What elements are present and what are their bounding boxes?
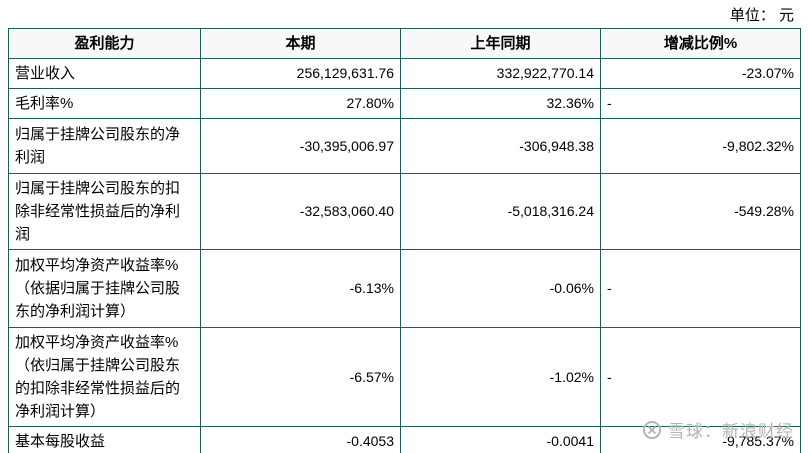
row-current-value: 256,129,631.76: [200, 58, 401, 89]
row-change-value: -9,785.37%: [600, 426, 801, 453]
unit-label: 单位： 元: [729, 7, 794, 24]
table-row-operating-revenue: 营业收入 256,129,631.76 332,922,770.14 -23.0…: [8, 58, 801, 89]
row-change-value: -: [600, 249, 801, 328]
row-change-value: -9,802.32%: [600, 118, 801, 174]
table-header-row: 盈利能力 本期 上年同期 增减比例%: [8, 28, 801, 59]
table-row-weighted-roe: 加权平均净资产收益率%（依据归属于挂牌公司股东的净利润计算） -6.13% -0…: [8, 249, 801, 328]
row-label: 基本每股收益: [8, 426, 201, 453]
row-change-value: -549.28%: [600, 173, 801, 250]
header-change-ratio: 增减比例%: [600, 28, 801, 59]
row-label: 毛利率%: [8, 88, 201, 119]
row-prior-value: -0.0041: [400, 426, 601, 453]
table-row-weighted-roe-excl-nonrecurring: 加权平均净资产收益率%（依归属于挂牌公司股东的扣除非经常性损益后的净利润计算） …: [8, 327, 801, 427]
row-prior-value: -0.06%: [400, 249, 601, 328]
table-row-net-profit-excl-nonrecurring: 归属于挂牌公司股东的扣除非经常性损益后的净利润 -32,583,060.40 -…: [8, 173, 801, 250]
table-row-net-profit: 归属于挂牌公司股东的净利润 -30,395,006.97 -306,948.38…: [8, 118, 801, 174]
header-prior-period: 上年同期: [400, 28, 601, 59]
row-label: 归属于挂牌公司股东的扣除非经常性损益后的净利润: [8, 173, 201, 250]
row-change-value: -: [600, 88, 801, 119]
row-prior-value: 32.36%: [400, 88, 601, 119]
table-row-basic-eps: 基本每股收益 -0.4053 -0.0041 -9,785.37%: [8, 426, 801, 453]
row-current-value: -0.4053: [200, 426, 401, 453]
header-current-period: 本期: [200, 28, 401, 59]
row-current-value: -32,583,060.40: [200, 173, 401, 250]
row-prior-value: -306,948.38: [400, 118, 601, 174]
row-label: 归属于挂牌公司股东的净利润: [8, 118, 201, 174]
row-label: 加权平均净资产收益率%（依归属于挂牌公司股东的扣除非经常性损益后的净利润计算）: [8, 327, 201, 427]
profitability-table: 盈利能力 本期 上年同期 增减比例% 营业收入 256,129,631.76 3…: [8, 28, 801, 453]
row-current-value: 27.80%: [200, 88, 401, 119]
row-current-value: -6.57%: [200, 327, 401, 427]
table-row-gross-margin: 毛利率% 27.80% 32.36% -: [8, 88, 801, 119]
row-prior-value: -5,018,316.24: [400, 173, 601, 250]
row-current-value: -6.13%: [200, 249, 401, 328]
row-change-value: -: [600, 327, 801, 427]
row-label: 加权平均净资产收益率%（依据归属于挂牌公司股东的净利润计算）: [8, 249, 201, 328]
row-prior-value: 332,922,770.14: [400, 58, 601, 89]
row-label: 营业收入: [8, 58, 201, 89]
header-profitability: 盈利能力: [8, 28, 201, 59]
row-current-value: -30,395,006.97: [200, 118, 401, 174]
row-change-value: -23.07%: [600, 58, 801, 89]
row-prior-value: -1.02%: [400, 327, 601, 427]
